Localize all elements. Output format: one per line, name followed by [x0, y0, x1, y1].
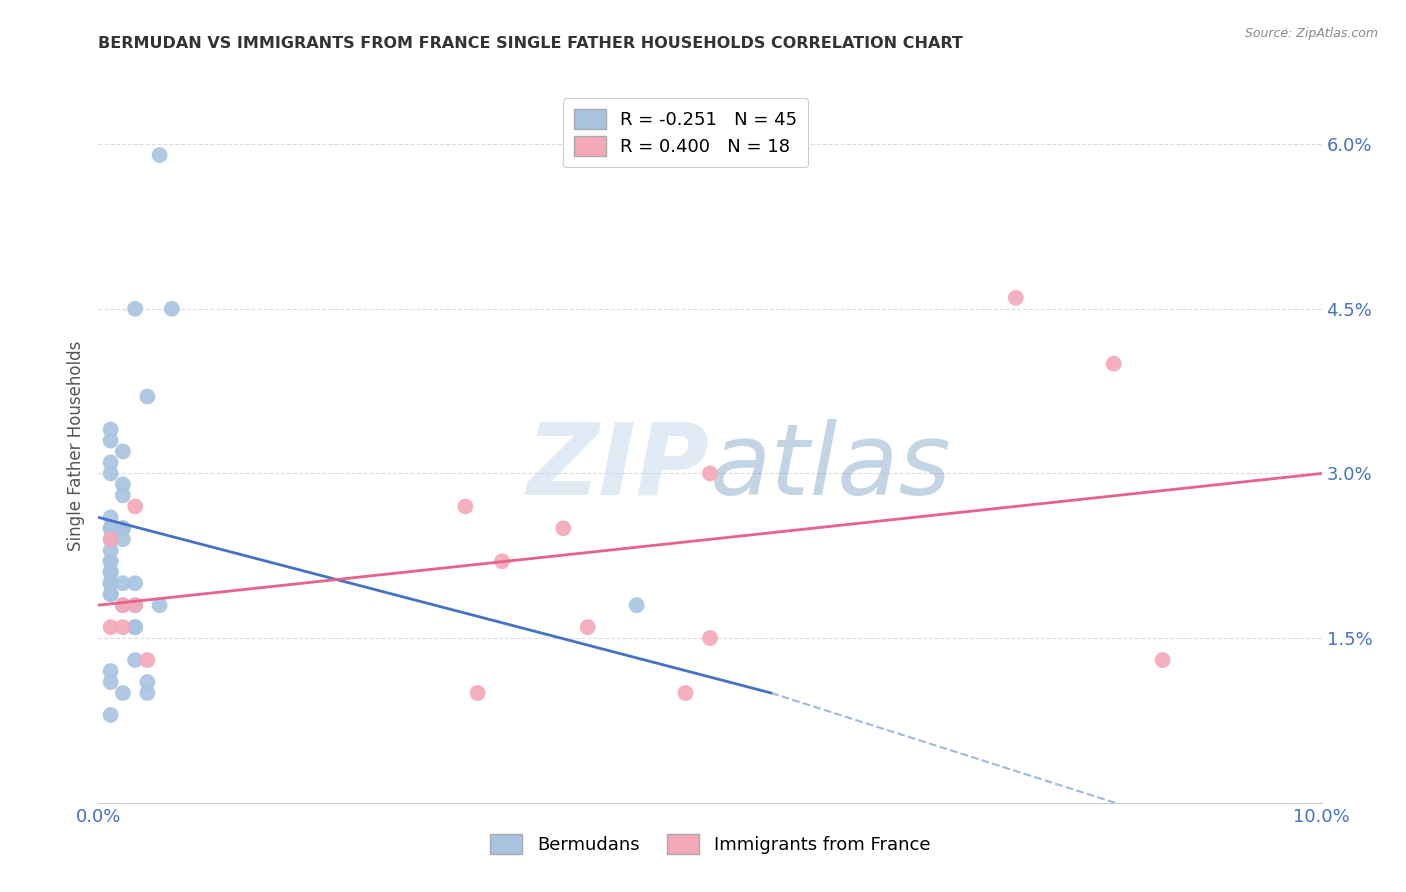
- Point: [100, 566, 122, 580]
- Point: [124, 576, 146, 591]
- Point: [100, 566, 122, 580]
- Point: [111, 477, 134, 491]
- Point: [100, 587, 122, 601]
- Text: atlas: atlas: [710, 419, 952, 516]
- Point: [111, 576, 134, 591]
- Point: [100, 434, 122, 448]
- Point: [1004, 291, 1026, 305]
- Point: [100, 708, 122, 723]
- Point: [124, 598, 146, 612]
- Point: [675, 686, 697, 700]
- Point: [111, 521, 134, 535]
- Point: [111, 488, 134, 502]
- Point: [100, 510, 122, 524]
- Point: [1102, 357, 1125, 371]
- Point: [553, 521, 575, 535]
- Point: [124, 598, 146, 612]
- Text: Source: ZipAtlas.com: Source: ZipAtlas.com: [1244, 27, 1378, 40]
- Point: [149, 598, 172, 612]
- Legend: Bermudans, Immigrants from France: Bermudans, Immigrants from France: [479, 823, 941, 865]
- Point: [454, 500, 477, 514]
- Point: [626, 598, 648, 612]
- Point: [100, 576, 122, 591]
- Point: [111, 521, 134, 535]
- Point: [100, 664, 122, 678]
- Point: [699, 467, 721, 481]
- Point: [1152, 653, 1174, 667]
- Point: [136, 675, 159, 690]
- Point: [100, 423, 122, 437]
- Point: [136, 686, 159, 700]
- Point: [100, 554, 122, 568]
- Point: [100, 554, 122, 568]
- Point: [100, 521, 122, 535]
- Point: [100, 566, 122, 580]
- Text: BERMUDAN VS IMMIGRANTS FROM FRANCE SINGLE FATHER HOUSEHOLDS CORRELATION CHART: BERMUDAN VS IMMIGRANTS FROM FRANCE SINGL…: [98, 36, 963, 51]
- Point: [124, 653, 146, 667]
- Point: [100, 675, 122, 690]
- Point: [124, 301, 146, 316]
- Point: [124, 620, 146, 634]
- Point: [111, 598, 134, 612]
- Point: [111, 521, 134, 535]
- Point: [100, 587, 122, 601]
- Point: [100, 521, 122, 535]
- Point: [100, 576, 122, 591]
- Point: [699, 631, 721, 645]
- Point: [100, 576, 122, 591]
- Point: [124, 620, 146, 634]
- Point: [576, 620, 599, 634]
- Point: [124, 500, 146, 514]
- Text: ZIP: ZIP: [527, 419, 710, 516]
- Point: [100, 533, 122, 547]
- Point: [136, 390, 159, 404]
- Point: [491, 554, 513, 568]
- Point: [100, 620, 122, 634]
- Point: [467, 686, 489, 700]
- Point: [149, 148, 172, 162]
- Point: [100, 467, 122, 481]
- Point: [111, 533, 134, 547]
- Point: [111, 686, 134, 700]
- Point: [111, 598, 134, 612]
- Point: [111, 620, 134, 634]
- Point: [100, 455, 122, 469]
- Point: [100, 543, 122, 558]
- Point: [136, 653, 159, 667]
- Point: [111, 444, 134, 458]
- Point: [100, 533, 122, 547]
- Point: [160, 301, 183, 316]
- Y-axis label: Single Father Households: Single Father Households: [66, 341, 84, 551]
